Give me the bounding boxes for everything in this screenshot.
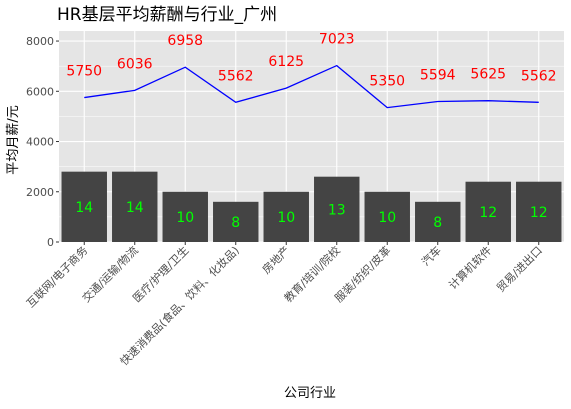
bar-label: 10 — [176, 210, 194, 226]
bar — [364, 191, 410, 242]
line-point-label: 6125 — [268, 54, 304, 70]
y-tick-label: 8000 — [26, 35, 54, 48]
x-category-label: 房地产 — [259, 243, 292, 276]
line-point-label: 6958 — [167, 33, 203, 49]
x-axis-title: 公司行业 — [284, 386, 336, 401]
line-point-label: 5594 — [420, 67, 456, 83]
bar — [465, 181, 511, 242]
bar — [314, 176, 360, 242]
y-tick-label: 4000 — [26, 136, 54, 149]
line-point-label: 5562 — [521, 68, 557, 84]
line-point-label: 7023 — [319, 32, 355, 48]
y-axis-title: 平均月薪/元 — [6, 105, 21, 174]
y-tick-label: 6000 — [26, 85, 54, 98]
bar — [213, 201, 259, 242]
line-series: 5750 6036 6958 5562 6125 7023 5350 5594 5625 5562 — [66, 32, 557, 109]
bar-label: 10 — [378, 210, 396, 226]
y-tick-label: 0 — [47, 236, 54, 249]
bar-label: 8 — [231, 215, 240, 231]
bar-label: 13 — [328, 202, 346, 218]
bar — [112, 171, 158, 242]
bar — [61, 171, 107, 242]
line-path — [84, 64, 539, 109]
x-axis: 互联网/电子商务交通/运输/物流医疗/护理/卫生快速消费品(食品、饮料、化妆品)… — [23, 242, 545, 368]
y-axis: 0 2000 4000 6000 8000 — [26, 35, 59, 249]
line-point-label: 5562 — [218, 68, 254, 84]
bar — [263, 191, 309, 242]
bar-label: 14 — [75, 200, 93, 216]
bar — [516, 181, 562, 242]
bars: 14 14 10 8 10 13 10 8 12 12 — [61, 171, 562, 242]
bar — [162, 191, 208, 242]
line-point-label: 5350 — [369, 74, 405, 90]
x-category-label: 互联网/电子商务 — [23, 243, 90, 310]
x-category-label: 计算机软件 — [446, 243, 495, 292]
chart-title: HR基层平均薪酬与行业_广州 — [57, 5, 277, 25]
line-point-label: 6036 — [117, 56, 153, 72]
line-point-label: 5750 — [66, 64, 102, 80]
line-point-label: 5625 — [470, 67, 506, 83]
bar-label: 10 — [277, 210, 295, 226]
bar-label: 12 — [479, 205, 497, 221]
x-category-label: 汽车 — [418, 243, 443, 268]
bar-label: 12 — [530, 205, 548, 221]
bar-label: 8 — [433, 215, 442, 231]
y-tick-label: 2000 — [26, 186, 54, 199]
bar-label: 14 — [126, 200, 144, 216]
x-category-label: 贸易/进出口 — [493, 243, 544, 294]
bar — [415, 201, 461, 242]
